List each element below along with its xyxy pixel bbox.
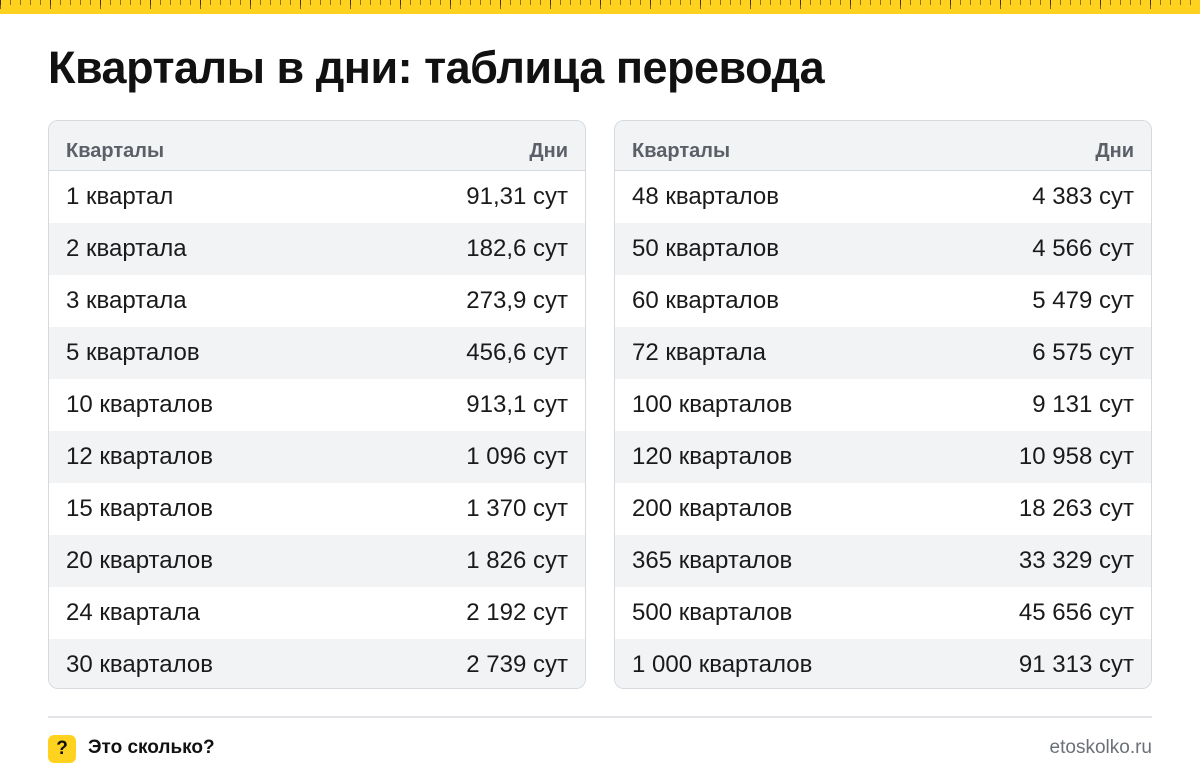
table-row: 10 кварталов 913,1 сут bbox=[49, 379, 585, 431]
row-value: 2 192 сут bbox=[466, 599, 568, 626]
column-header-quarters: Кварталы bbox=[66, 140, 165, 162]
page-title: Кварталы в дни: таблица перевода bbox=[48, 42, 825, 93]
table-body: 1 квартал 91,31 сут 2 квартала 182,6 сут 3… bbox=[49, 171, 585, 688]
row-value: 4 383 сут bbox=[1032, 183, 1134, 210]
row-value: 9 131 сут bbox=[1032, 391, 1134, 418]
row-label: 30 кварталов bbox=[66, 651, 213, 678]
row-label: 12 кварталов bbox=[66, 443, 213, 470]
row-label: 60 кварталов bbox=[632, 287, 779, 314]
row-label: 500 кварталов bbox=[632, 599, 793, 626]
table-row: 20 кварталов 1 826 сут bbox=[49, 535, 585, 587]
row-value: 5 479 сут bbox=[1032, 287, 1134, 314]
row-value: 6 575 сут bbox=[1032, 339, 1134, 366]
row-value: 913,1 сут bbox=[466, 391, 568, 418]
row-label: 200 кварталов bbox=[632, 495, 793, 522]
row-label: 5 кварталов bbox=[66, 339, 200, 366]
table-row: 1 квартал 91,31 сут bbox=[49, 171, 585, 223]
table-row: 60 кварталов 5 479 сут bbox=[615, 275, 1151, 327]
row-label: 120 кварталов bbox=[632, 443, 793, 470]
column-header-quarters: Кварталы bbox=[632, 140, 731, 162]
footer-divider bbox=[48, 716, 1152, 718]
conversion-table-left: Кварталы Дни 1 квартал 91,31 сут 2 кварта… bbox=[48, 120, 586, 689]
row-label: 1 000 кварталов bbox=[632, 651, 813, 678]
row-value: 456,6 сут bbox=[466, 339, 568, 366]
table-row: 3 квартала 273,9 сут bbox=[49, 275, 585, 327]
row-value: 4 566 сут bbox=[1032, 235, 1134, 262]
row-value: 91,31 сут bbox=[466, 183, 568, 210]
row-label: 2 квартала bbox=[66, 235, 187, 262]
table-row: 72 квартала 6 575 сут bbox=[615, 327, 1151, 379]
row-label: 20 кварталов bbox=[66, 547, 213, 574]
footer-brand-label: Это сколько? bbox=[88, 737, 215, 758]
table-row: 1 000 кварталов 91 313 сут bbox=[615, 639, 1151, 688]
row-label: 100 кварталов bbox=[632, 391, 793, 418]
row-label: 365 кварталов bbox=[632, 547, 793, 574]
row-value: 33 329 сут bbox=[1018, 547, 1134, 574]
row-value: 1 826 сут bbox=[466, 547, 568, 574]
table-row: 120 кварталов 10 958 сут bbox=[615, 431, 1151, 483]
row-label: 1 квартал bbox=[66, 183, 174, 210]
table-row: 12 кварталов 1 096 сут bbox=[49, 431, 585, 483]
row-value: 273,9 сут bbox=[466, 287, 568, 314]
table-row: 500 кварталов 45 656 сут bbox=[615, 587, 1151, 639]
column-header-days: Дни bbox=[529, 140, 568, 162]
table-header: Кварталы Дни bbox=[615, 121, 1151, 171]
row-value: 182,6 сут bbox=[466, 235, 568, 262]
row-label: 72 квартала bbox=[632, 339, 766, 366]
row-value: 1 370 сут bbox=[466, 495, 568, 522]
table-row: 15 кварталов 1 370 сут bbox=[49, 483, 585, 535]
table-row: 200 кварталов 18 263 сут bbox=[615, 483, 1151, 535]
conversion-table-right: Кварталы Дни 48 кварталов 4 383 сут 50 кв… bbox=[614, 120, 1152, 689]
question-glyph: ? bbox=[56, 738, 68, 759]
row-label: 3 квартала bbox=[66, 287, 187, 314]
row-label: 15 кварталов bbox=[66, 495, 213, 522]
table-row: 24 квартала 2 192 сут bbox=[49, 587, 585, 639]
table-row: 5 кварталов 456,6 сут bbox=[49, 327, 585, 379]
table-body: 48 кварталов 4 383 сут 50 кварталов 4 566 … bbox=[615, 171, 1151, 688]
footer-site-link[interactable]: etoskolko.ru bbox=[1049, 737, 1152, 758]
row-value: 10 958 сут bbox=[1018, 443, 1134, 470]
table-row: 2 квартала 182,6 сут bbox=[49, 223, 585, 275]
table-row: 100 кварталов 9 131 сут bbox=[615, 379, 1151, 431]
row-value: 91 313 сут bbox=[1018, 651, 1134, 678]
ruler-strip bbox=[0, 0, 1200, 14]
row-label: 50 кварталов bbox=[632, 235, 779, 262]
column-header-days: Дни bbox=[1095, 140, 1134, 162]
row-value: 45 656 сут bbox=[1018, 599, 1134, 626]
table-row: 365 кварталов 33 329 сут bbox=[615, 535, 1151, 587]
row-value: 2 739 сут bbox=[466, 651, 568, 678]
table-row: 30 кварталов 2 739 сут bbox=[49, 639, 585, 688]
table-row: 50 кварталов 4 566 сут bbox=[615, 223, 1151, 275]
table-row: 48 кварталов 4 383 сут bbox=[615, 171, 1151, 223]
question-icon: ? bbox=[48, 735, 76, 763]
table-header: Кварталы Дни bbox=[49, 121, 585, 171]
row-value: 18 263 сут bbox=[1018, 495, 1134, 522]
row-label: 10 кварталов bbox=[66, 391, 213, 418]
row-value: 1 096 сут bbox=[466, 443, 568, 470]
row-label: 24 квартала bbox=[66, 599, 200, 626]
row-label: 48 кварталов bbox=[632, 183, 779, 210]
